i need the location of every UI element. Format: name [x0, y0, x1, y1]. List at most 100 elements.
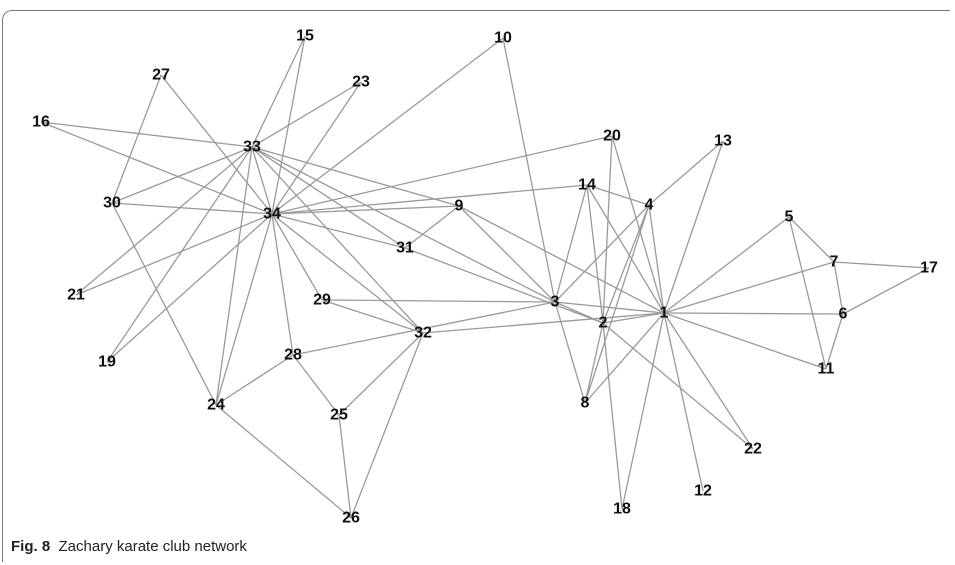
- edge-1-22: [663, 312, 754, 450]
- edge-21-33: [75, 146, 253, 296]
- edge-2-14: [586, 184, 604, 324]
- edge-24-26: [215, 404, 352, 519]
- edge-2-18: [602, 322, 623, 510]
- node-7: 7: [830, 254, 839, 271]
- edge-24-28: [215, 354, 294, 406]
- node-6: 6: [839, 306, 848, 323]
- edge-1-6: [663, 312, 844, 315]
- edge-9-31: [404, 205, 460, 249]
- edge-1-12: [663, 312, 704, 492]
- figure-caption-text: Zachary karate club network: [58, 538, 247, 555]
- edge-32-34: [271, 213, 424, 334]
- edge-30-33: [111, 146, 253, 204]
- node-24: 24: [207, 397, 225, 414]
- node-15: 15: [296, 28, 314, 45]
- edge-24-34: [215, 213, 273, 406]
- node-21: 21: [67, 287, 85, 304]
- node-10: 10: [494, 30, 512, 47]
- node-33: 33: [243, 139, 261, 156]
- edge-21-34: [75, 213, 273, 296]
- node-13: 13: [714, 133, 732, 150]
- edge-31-34: [271, 213, 406, 249]
- edge-29-34: [271, 213, 323, 301]
- edge-25-26: [338, 414, 352, 519]
- node-4: 4: [645, 197, 654, 214]
- edge-25-28: [292, 354, 340, 416]
- node-5: 5: [785, 209, 794, 226]
- edge-20-34: [271, 135, 613, 215]
- edge-2-4: [602, 204, 650, 324]
- edge-2-20: [602, 135, 613, 324]
- edge-1-11: [663, 312, 827, 370]
- figure-caption: Fig. 8 Zachary karate club network: [11, 538, 247, 555]
- node-12: 12: [694, 483, 712, 500]
- edge-1-7: [663, 261, 835, 314]
- edge-33-34: [251, 146, 273, 215]
- edge-16-33: [40, 121, 253, 148]
- figure-frame: [2, 10, 950, 562]
- edge-27-34: [160, 74, 273, 215]
- node-19: 19: [98, 354, 116, 371]
- edge-1-20: [611, 135, 665, 314]
- edge-3-28: [292, 301, 556, 356]
- edge-4-8: [584, 204, 650, 404]
- edge-27-30: [111, 74, 162, 204]
- edge-1-32: [422, 312, 665, 334]
- node-29: 29: [313, 292, 331, 309]
- edge-9-34: [271, 205, 460, 215]
- edge-2-31: [404, 247, 604, 324]
- node-2: 2: [599, 315, 608, 332]
- edge-6-7: [833, 261, 844, 315]
- edge-19-33: [106, 146, 253, 363]
- node-18: 18: [613, 501, 631, 518]
- edge-29-32: [321, 299, 424, 334]
- edge-23-33: [251, 81, 362, 148]
- node-11: 11: [818, 361, 835, 378]
- edge-24-30: [111, 202, 217, 406]
- edge-1-14: [586, 184, 665, 314]
- edge-1-2: [602, 312, 665, 324]
- edge-3-9: [458, 205, 556, 303]
- edge-3-8: [554, 301, 586, 404]
- edge-1-4: [648, 204, 665, 314]
- node-3: 3: [551, 294, 560, 311]
- node-1: 1: [660, 305, 669, 322]
- graph-nodes: 1234567891011121314151617181920212223242…: [32, 28, 938, 527]
- edge-16-34: [40, 121, 273, 215]
- edge-6-17: [842, 267, 930, 315]
- edge-24-33: [215, 146, 253, 406]
- edge-5-11: [788, 216, 827, 370]
- node-34: 34: [263, 206, 281, 223]
- edge-23-34: [271, 81, 362, 215]
- node-14: 14: [578, 177, 596, 194]
- edge-14-34: [271, 184, 588, 215]
- edge-4-13: [648, 140, 724, 206]
- edge-1-8: [584, 312, 665, 404]
- edge-1-18: [621, 312, 665, 510]
- node-30: 30: [103, 195, 121, 212]
- edge-10-34: [271, 37, 504, 215]
- edge-3-33: [251, 146, 556, 303]
- edge-28-34: [271, 213, 294, 356]
- edge-31-33: [251, 146, 406, 249]
- edge-1-9: [458, 205, 665, 314]
- edge-25-32: [338, 332, 424, 416]
- node-31: 31: [396, 240, 414, 257]
- graph-edges: [40, 35, 930, 519]
- node-26: 26: [342, 510, 360, 527]
- edge-5-7: [788, 216, 835, 263]
- edge-26-32: [350, 332, 424, 519]
- node-16: 16: [32, 114, 50, 131]
- edge-1-5: [663, 216, 790, 314]
- node-23: 23: [352, 74, 370, 91]
- edge-3-4: [554, 204, 650, 303]
- node-22: 22: [744, 441, 762, 458]
- node-17: 17: [920, 260, 938, 277]
- node-8: 8: [581, 395, 590, 412]
- edge-4-14: [586, 184, 650, 206]
- edge-2-22: [602, 322, 754, 450]
- edge-30-34: [111, 202, 273, 215]
- edge-3-10: [502, 37, 556, 303]
- edge-9-33: [251, 146, 460, 207]
